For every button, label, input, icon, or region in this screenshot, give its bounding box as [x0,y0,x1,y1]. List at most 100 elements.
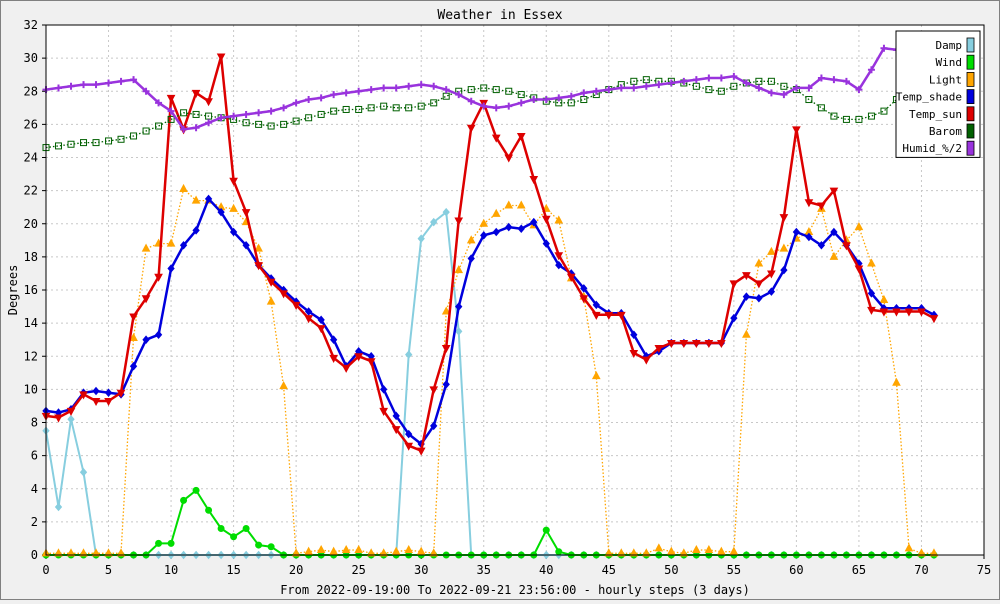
data-point-wind [555,548,563,556]
data-point-light [254,243,263,252]
data-point-barom [705,86,713,94]
x-tick-label: 35 [477,563,491,577]
data-point-light [454,265,464,274]
data-point-light [666,546,676,555]
y-tick-label: 4 [31,482,38,496]
data-point-humid-2 [517,99,525,107]
data-point-humid-2 [55,84,63,92]
data-point-light [79,548,88,557]
data-point-barom [817,104,825,112]
data-point-humid-2 [80,81,88,89]
data-point-temp-sun [616,311,626,320]
data-point-humid-2 [417,81,425,89]
data-point-temp-shade [805,232,813,242]
data-point-humid-2 [267,107,275,115]
data-point-barom [580,96,588,104]
data-point-temp-sun [291,301,301,310]
data-point-temp-sun [666,340,676,349]
data-point-temp-sun [104,397,113,407]
data-point-light [629,548,639,557]
data-point-humid-2 [805,84,813,92]
data-point-barom [630,77,638,85]
data-point-damp [455,327,463,336]
data-point-light [429,548,439,557]
data-point-humid-2 [792,84,800,92]
data-point-light [441,306,451,315]
data-point-temp-shade [242,241,250,250]
legend-swatch [966,37,975,53]
data-point-temp-shade [129,361,138,371]
data-point-humid-2 [655,81,663,89]
y-tick-label: 24 [24,151,38,165]
data-point-temp-sun [654,344,664,354]
legend: Damp Wind Light Temp_shade Temp_sun Barom Humi… [895,30,981,158]
data-point-temp-sun [216,53,226,62]
data-point-temp-shade [767,287,776,296]
data-point-humid-2 [680,77,688,85]
y-tick-label: 26 [24,117,38,131]
data-point-temp-shade [467,254,475,263]
data-point-temp-sun [641,356,651,365]
data-point-light [191,195,201,204]
data-point-light [116,548,126,557]
y-tick-label: 16 [24,283,38,297]
data-point-barom [342,105,350,113]
y-tick-label: 32 [24,18,38,32]
data-point-temp-sun [491,134,501,143]
data-point-temp-sun [91,397,101,407]
data-point-damp [430,217,438,227]
data-point-barom [755,77,763,85]
data-point-humid-2 [117,77,125,85]
data-point-humid-2 [817,74,825,82]
data-point-temp-shade [229,227,238,237]
data-point-light [141,243,151,252]
y-tick-label: 20 [24,217,38,231]
data-point-temp-shade [317,315,325,325]
data-point-light [879,294,889,303]
data-point-humid-2 [455,91,463,99]
data-point-wind [242,525,250,532]
legend-label: Temp_shade [896,91,962,104]
data-point-barom [730,82,738,90]
data-point-humid-2 [467,97,475,105]
data-point-humid-2 [767,89,775,97]
legend-swatch [966,106,975,122]
data-point-temp-sun [229,177,238,186]
data-point-temp-shade [192,226,200,235]
data-point-temp-sun [817,202,826,211]
data-point-humid-2 [330,91,338,99]
data-point-barom [130,132,138,140]
legend-box [895,30,981,158]
data-point-light [266,296,276,305]
data-point-humid-2 [555,94,563,102]
data-point-temp-shade [154,330,163,339]
y-tick-label: 2 [31,515,38,529]
legend-swatch [966,123,975,139]
data-point-temp-sun [129,313,138,322]
data-point-light [717,546,726,555]
legend-label: Barom [929,125,962,138]
y-tick-label: 22 [24,184,38,198]
data-point-temp-sun [54,414,63,423]
data-point-temp-sun [591,311,601,320]
data-point-temp-shade [830,227,838,237]
data-point-light [917,548,926,557]
data-point-humid-2 [342,89,350,97]
legend-label: Humid_%/2 [902,142,962,155]
data-point-humid-2 [255,109,263,117]
data-point-temp-sun [566,273,576,282]
data-point-barom [167,115,175,123]
data-point-temp-sun [341,364,351,373]
legend-label: Temp_sun [909,108,962,121]
data-point-humid-2 [855,86,863,94]
data-point-wind [192,486,200,494]
data-point-barom [692,82,700,90]
data-point-barom [355,105,363,113]
data-point-barom [492,86,500,94]
data-point-barom [267,122,275,130]
data-point-barom [242,119,250,127]
legend-swatch [966,72,975,87]
data-point-light [416,546,426,555]
